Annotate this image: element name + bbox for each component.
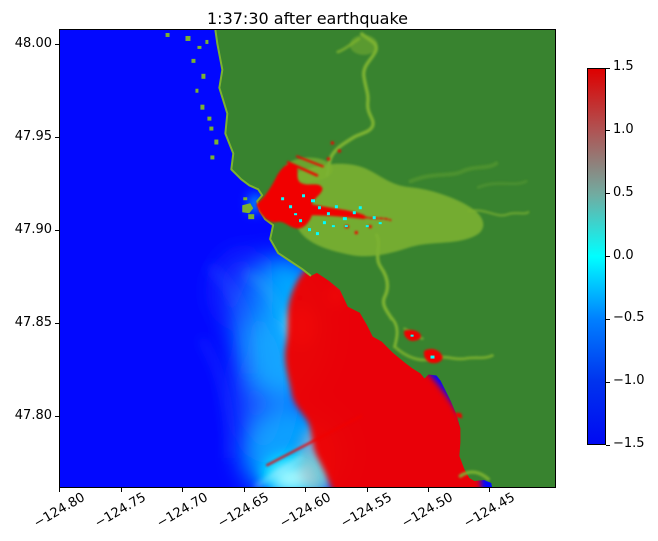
colorbar-tick-label: −1.0 (613, 373, 645, 389)
plot-title: 1:37:30 after earthquake (207, 9, 408, 28)
land-layer (214, 30, 555, 487)
y-tick-label: 47.90 (14, 221, 52, 237)
map-plot (59, 29, 556, 488)
x-tick-mark (305, 488, 307, 492)
x-tick-mark (182, 488, 184, 492)
islands-layer (165, 32, 255, 220)
colorbar-tick-label: −1.5 (613, 436, 645, 451)
x-tick-mark (427, 488, 429, 492)
tsunami-map (60, 30, 555, 487)
estuary-flood-layer (256, 141, 463, 419)
y-tick-label: 48.00 (14, 35, 52, 51)
speckle-layer (281, 194, 435, 359)
colorbar-tick-mark (606, 130, 610, 132)
colorbar (587, 68, 606, 445)
coastal-wave-layer (254, 262, 482, 487)
colorbar-tick-mark (606, 381, 610, 383)
colorbar-tick-mark (606, 318, 610, 320)
colorbar-tick-label: 1.0 (613, 121, 634, 137)
x-tick-mark (59, 488, 61, 492)
x-tick-mark (243, 488, 245, 492)
x-tick-mark (489, 488, 491, 492)
colorbar-tick-mark (606, 67, 610, 69)
x-tick-mark (366, 488, 368, 492)
colorbar-tick-label: −0.5 (613, 310, 645, 326)
y-tick-label: 47.85 (14, 314, 52, 330)
colorbar-tick-label: 1.5 (613, 59, 634, 74)
colorbar-tick-mark (606, 256, 610, 257)
colorbar-tick-mark (606, 444, 610, 446)
colorbar-tick-label: 0.0 (613, 247, 634, 263)
colorbar-tick-mark (606, 193, 610, 195)
colorbar-gradient (588, 69, 605, 444)
y-tick-label: 47.95 (14, 128, 52, 144)
colorbar-tick-label: 0.5 (613, 184, 634, 200)
y-tick-label: 47.80 (14, 407, 52, 423)
x-tick-mark (120, 488, 122, 492)
